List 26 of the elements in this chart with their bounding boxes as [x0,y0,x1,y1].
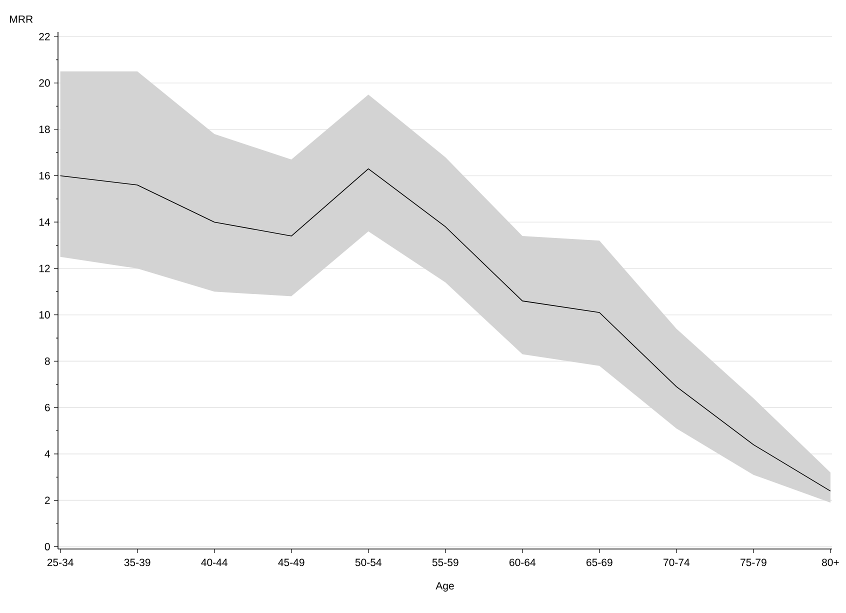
y-tick-label: 16 [39,172,50,180]
x-tick-label: 25-34 [47,558,74,566]
y-tick-label: 4 [44,450,50,458]
x-tick-label: 80+ [822,558,839,566]
y-tick-label: 14 [39,218,50,226]
line-series [60,168,831,492]
x-tick-label: 50-54 [355,558,382,566]
x-tick-label: 75-79 [740,558,766,566]
y-tick-label: 12 [39,264,50,272]
y-tick-label: 2 [44,496,50,504]
y-tick-label: 18 [39,126,50,134]
x-tick-label: 55-59 [432,558,458,566]
x-axis-title: Age [436,582,454,592]
x-tick-label: 40-44 [201,558,228,566]
x-tick-label: 35-39 [124,558,150,566]
y-tick-label: 20 [39,79,50,87]
y-axis-title: MRR [10,16,33,23]
x-tick-label: 65-69 [586,558,612,566]
y-tick-label: 8 [44,357,50,365]
y-tick-label: 22 [39,32,50,40]
x-tick-label: 70-74 [664,558,690,566]
y-tick-label: 0 [44,542,50,550]
x-tick-label: 60-64 [510,558,536,566]
x-tick-label: 45-49 [278,558,304,566]
y-tick-label: 10 [39,311,50,319]
y-tick-label: 6 [44,404,50,412]
